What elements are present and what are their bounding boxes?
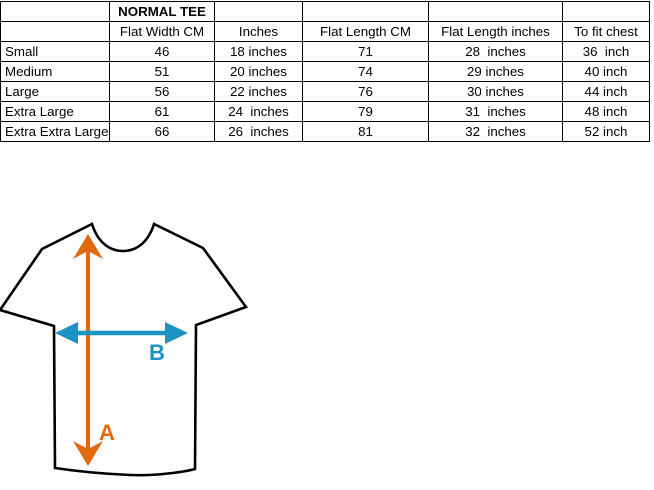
svg-text:A: A <box>99 420 115 445</box>
svg-text:B: B <box>149 340 165 365</box>
